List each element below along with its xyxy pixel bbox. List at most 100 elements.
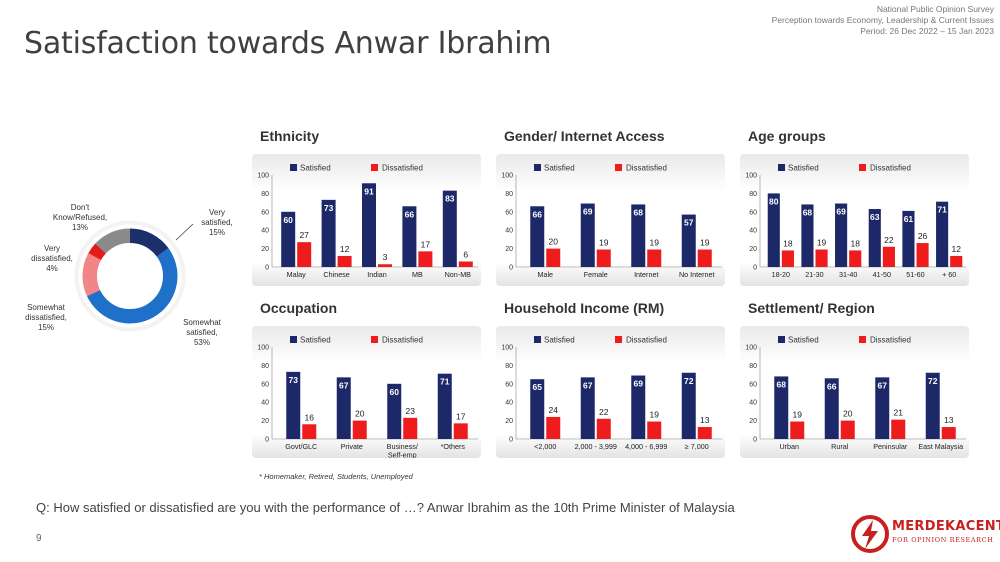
bar-satisfied-label: 72 [928,376,938,386]
donut-inner-edge [97,243,163,309]
y-tick-label: 60 [505,209,513,216]
y-tick-label: 40 [261,400,269,407]
legend-satisfied-label: Satisfied [788,336,819,345]
bar-satisfied [402,206,417,267]
y-tick-label: 80 [749,191,757,198]
bar-dissatisfied-label: 18 [783,238,793,248]
x-category-label: 21-30 [805,270,823,279]
footnote: * Homemaker, Retired, Students, Unemploy… [259,472,413,481]
age-bar-chart: 0 20 40 60 80 100 Satisfied Dissatisfied 80 18 18-… [745,164,966,279]
y-tick-label: 20 [749,246,757,253]
bar-satisfied-label: 65 [533,382,543,392]
income-chart-panel: 0 20 40 60 80 100 Satisfied Dissatisfied 65 24 <2,… [496,326,725,458]
bar-satisfied-label: 67 [583,380,593,390]
x-category-label: Private [341,442,363,451]
x-category-label: 31-40 [839,270,857,279]
x-category-label: Urban [779,442,799,451]
y-tick-label: 0 [265,265,269,272]
logo-tagline: FOR OPINION RESEARCH [892,536,994,544]
x-category-label: 4,000 - 6,999 [625,442,667,451]
bar-satisfied [631,375,646,439]
legend-satisfied-label: Satisfied [300,164,331,173]
y-tick-label: 100 [257,345,269,352]
bar-satisfied [824,378,839,439]
bar-satisfied-label: 66 [405,209,415,219]
bar-satisfied-label: 69 [836,207,846,217]
bar-dissatisfied [891,419,906,439]
bar-dissatisfied [790,421,805,439]
panel-title-age: Age groups [748,128,826,144]
bar-dissatisfied [882,246,895,267]
survey-question: Q: How satisfied or dissatisfied are you… [36,500,735,515]
x-category-label: Malay [287,270,307,279]
y-tick-label: 60 [749,209,757,216]
legend-dissatisfied-label: Dissatisfied [626,336,667,345]
donut-label-somewhat-dissatisfied: Somewhat dissatisfied, 15% [25,303,67,332]
bar-satisfied-label: 73 [289,375,299,385]
bar-satisfied [442,190,457,267]
legend-satisfied-label: Satisfied [544,164,575,173]
bar-dissatisfied-label: 19 [700,238,710,248]
bar-dissatisfied [941,427,956,439]
legend-dissatisfied-swatch [859,336,866,343]
y-tick-label: 0 [509,437,513,444]
x-category-label: Chinese [323,270,349,279]
donut-label-very-satisfied: Very satisfied, 15% [201,208,233,237]
gender-bar-chart: 0 20 40 60 80 100 Satisfied Dissatisfied 66 20 Mal… [501,164,722,279]
bar-dissatisfied-label: 22 [599,407,609,417]
bar-dissatisfied-label: 26 [918,231,928,241]
bar-dissatisfied-label: 20 [355,409,365,419]
legend-dissatisfied-swatch [615,336,622,343]
bar-dissatisfied-label: 12 [340,244,350,254]
y-tick-label: 100 [745,173,757,180]
bar-satisfied [286,371,301,439]
y-tick-label: 60 [505,381,513,388]
legend-satisfied-swatch [534,164,541,171]
legend-satisfied-swatch [534,336,541,343]
bar-satisfied [580,377,595,439]
bar-dissatisfied-label: 16 [305,412,315,422]
bar-dissatisfied [337,255,352,267]
x-category-label: Male [537,270,553,279]
legend-satisfied-swatch [290,164,297,171]
bar-dissatisfied [418,251,433,267]
bar-satisfied-label: 73 [324,203,334,213]
bar-dissatisfied-label: 20 [549,237,559,247]
bar-satisfied [875,377,890,439]
bar-dissatisfied-label: 12 [951,244,961,254]
bar-dissatisfied [453,423,468,439]
panel-title-gender: Gender/ Internet Access [504,128,665,144]
bar-dissatisfied-label: 19 [650,238,660,248]
y-tick-label: 100 [257,173,269,180]
x-category-label: Business/ [387,442,418,451]
bar-satisfied [681,214,696,267]
x-category-label: <2,000 [534,442,556,451]
y-tick-label: 20 [261,246,269,253]
donut-label-somewhat-satisfied: Somewhat satisfied, 53% [183,318,221,347]
bar-satisfied [387,383,402,439]
bar-dissatisfied [647,421,662,439]
settlement-bar-chart: 0 20 40 60 80 100 Satisfied Dissatisfied 68 19 Urb… [745,336,966,451]
bar-dissatisfied [815,249,828,267]
bar-dissatisfied [546,248,561,267]
panel-title-ethnicity: Ethnicity [260,128,320,144]
survey-topic: Perception towards Economy, Leadership &… [771,15,994,25]
x-category-label: East Malaysia [918,442,963,451]
legend-dissatisfied-label: Dissatisfied [382,336,423,345]
bar-dissatisfied-label: 24 [549,405,559,415]
bar-dissatisfied-label: 3 [383,252,388,262]
bar-dissatisfied-label: 18 [850,238,860,248]
y-tick-label: 40 [749,228,757,235]
legend-satisfied-label: Satisfied [544,336,575,345]
donut-slice-1 [82,228,178,324]
bar-dissatisfied [378,264,392,267]
x-category-label: 41-50 [873,270,891,279]
bar-satisfied-label: 61 [904,214,914,224]
bar-satisfied [681,372,696,439]
income-bar-chart: 0 20 40 60 80 100 Satisfied Dissatisfied 65 24 <2,… [501,336,722,451]
y-tick-label: 40 [505,400,513,407]
bar-satisfied [835,203,848,267]
bar-dissatisfied-label: 13 [944,415,954,425]
legend-dissatisfied-label: Dissatisfied [870,164,911,173]
legend-satisfied-swatch [778,336,785,343]
